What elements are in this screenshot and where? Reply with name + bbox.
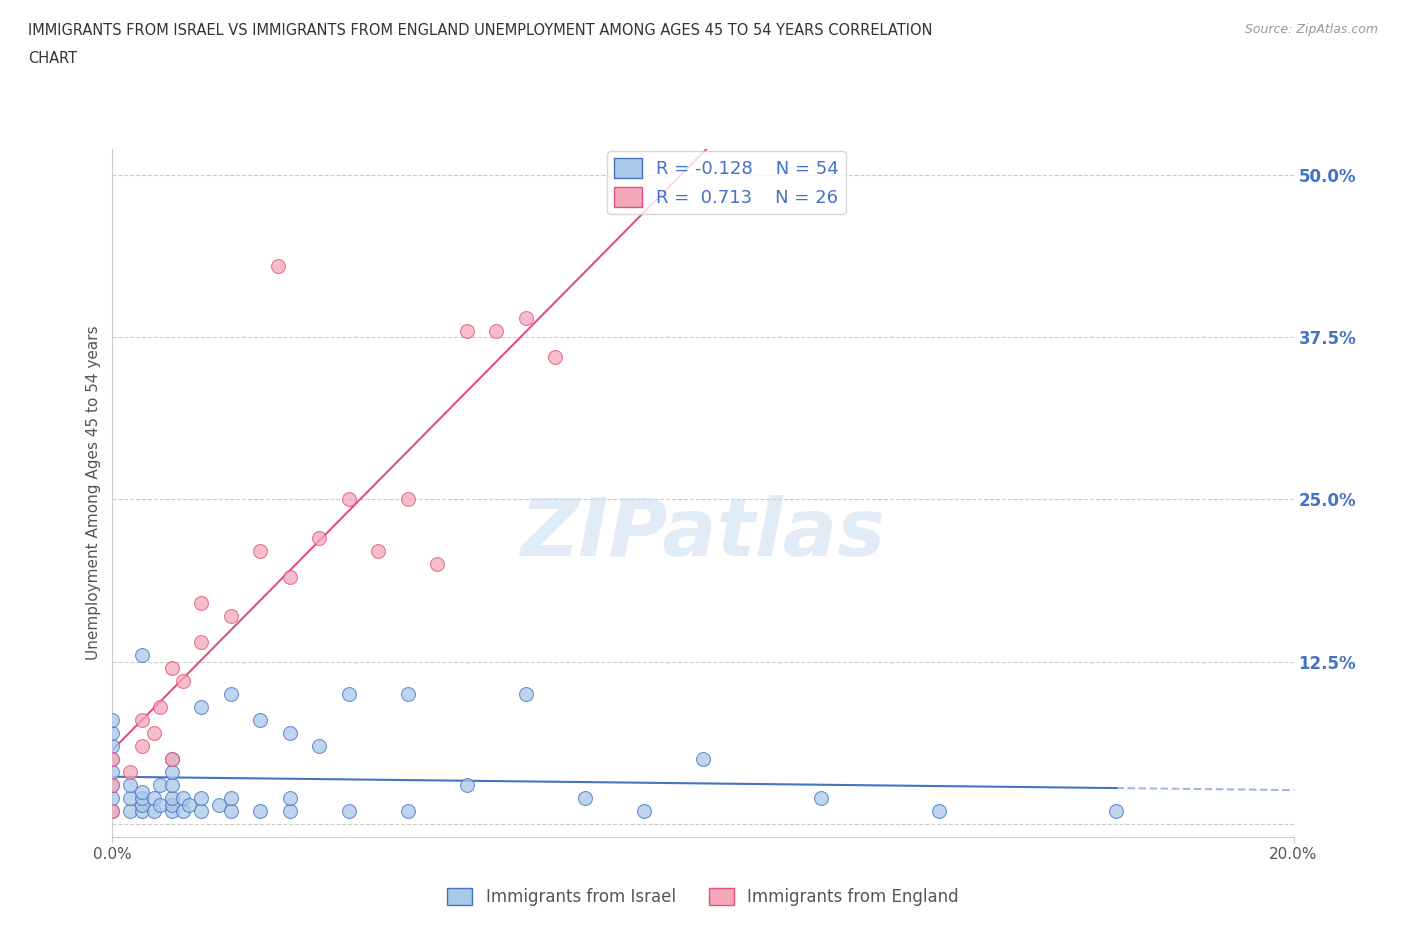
- Point: [160, 764, 183, 779]
- Text: Source: ZipAtlas.com: Source: ZipAtlas.com: [1244, 23, 1378, 36]
- Point: [396, 804, 419, 818]
- Point: [142, 725, 165, 740]
- Point: [692, 751, 714, 766]
- Point: [308, 531, 330, 546]
- Point: [267, 259, 290, 273]
- Point: [278, 725, 301, 740]
- Point: [101, 751, 124, 766]
- Point: [308, 738, 330, 753]
- Point: [1105, 804, 1128, 818]
- Point: [515, 311, 537, 325]
- Point: [131, 797, 153, 812]
- Point: [396, 686, 419, 701]
- Point: [249, 804, 271, 818]
- Point: [101, 738, 124, 753]
- Point: [149, 797, 172, 812]
- Point: [249, 544, 271, 559]
- Point: [160, 751, 183, 766]
- Text: IMMIGRANTS FROM ISRAEL VS IMMIGRANTS FROM ENGLAND UNEMPLOYMENT AMONG AGES 45 TO : IMMIGRANTS FROM ISRAEL VS IMMIGRANTS FRO…: [28, 23, 932, 38]
- Text: CHART: CHART: [28, 51, 77, 66]
- Point: [633, 804, 655, 818]
- Point: [337, 804, 360, 818]
- Point: [160, 790, 183, 805]
- Point: [101, 764, 124, 779]
- Point: [101, 777, 124, 792]
- Point: [219, 790, 242, 805]
- Point: [219, 686, 242, 701]
- Point: [928, 804, 950, 818]
- Point: [120, 777, 142, 792]
- Point: [120, 790, 142, 805]
- Y-axis label: Unemployment Among Ages 45 to 54 years: Unemployment Among Ages 45 to 54 years: [86, 326, 101, 660]
- Point: [160, 804, 183, 818]
- Point: [131, 790, 153, 805]
- Point: [149, 777, 172, 792]
- Point: [367, 544, 389, 559]
- Point: [278, 570, 301, 585]
- Text: ZIPatlas: ZIPatlas: [520, 495, 886, 573]
- Point: [426, 557, 449, 572]
- Point: [172, 673, 194, 688]
- Point: [179, 797, 201, 812]
- Point: [190, 635, 212, 650]
- Point: [131, 784, 153, 799]
- Point: [131, 738, 153, 753]
- Point: [190, 790, 212, 805]
- Point: [101, 751, 124, 766]
- Point: [190, 804, 212, 818]
- Legend: Immigrants from Israel, Immigrants from England: Immigrants from Israel, Immigrants from …: [440, 881, 966, 912]
- Point: [208, 797, 231, 812]
- Point: [172, 790, 194, 805]
- Point: [160, 660, 183, 675]
- Point: [278, 804, 301, 818]
- Point: [337, 686, 360, 701]
- Point: [574, 790, 596, 805]
- Point: [190, 699, 212, 714]
- Point: [160, 797, 183, 812]
- Point: [396, 492, 419, 507]
- Point: [120, 804, 142, 818]
- Point: [190, 596, 212, 611]
- Point: [101, 712, 124, 727]
- Point: [149, 699, 172, 714]
- Point: [101, 725, 124, 740]
- Point: [131, 804, 153, 818]
- Point: [810, 790, 832, 805]
- Point: [131, 648, 153, 663]
- Point: [249, 712, 271, 727]
- Point: [160, 777, 183, 792]
- Point: [142, 790, 165, 805]
- Point: [131, 712, 153, 727]
- Point: [515, 686, 537, 701]
- Point: [101, 777, 124, 792]
- Point: [219, 609, 242, 624]
- Point: [485, 323, 508, 338]
- Point: [219, 804, 242, 818]
- Point: [172, 804, 194, 818]
- Point: [142, 804, 165, 818]
- Point: [544, 349, 567, 364]
- Point: [101, 804, 124, 818]
- Point: [337, 492, 360, 507]
- Point: [278, 790, 301, 805]
- Legend: R = -0.128    N = 54, R =  0.713    N = 26: R = -0.128 N = 54, R = 0.713 N = 26: [607, 151, 846, 214]
- Point: [120, 764, 142, 779]
- Point: [101, 804, 124, 818]
- Point: [101, 790, 124, 805]
- Point: [456, 323, 478, 338]
- Point: [160, 751, 183, 766]
- Point: [456, 777, 478, 792]
